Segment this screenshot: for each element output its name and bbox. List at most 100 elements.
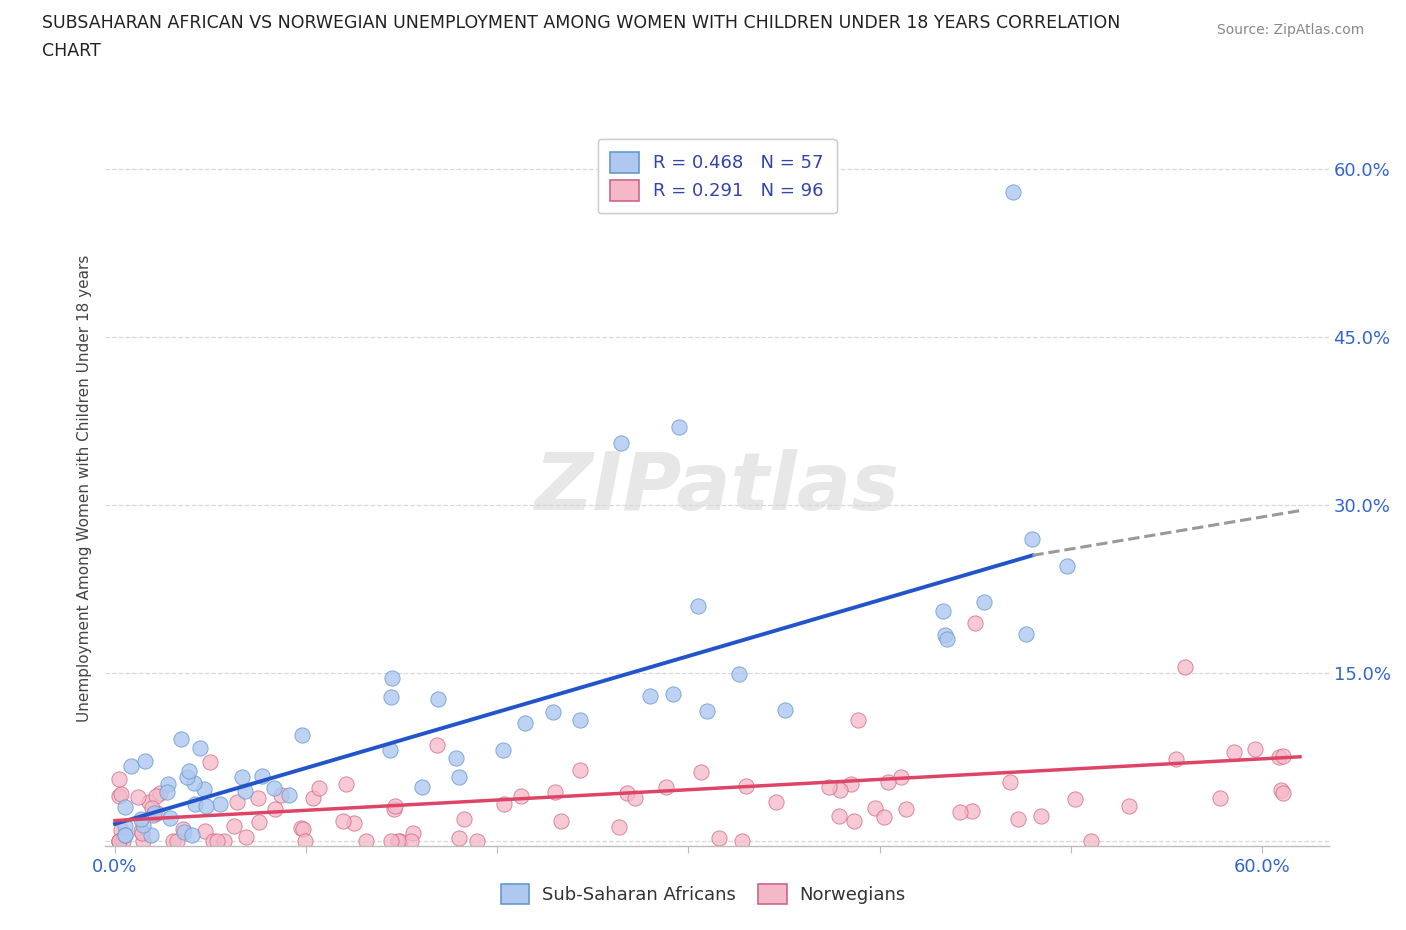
- Point: [143, 805, 166, 820]
- Text: Source: ZipAtlas.com: Source: ZipAtlas.com: [1216, 23, 1364, 37]
- Point: [291, 822, 314, 837]
- Point: [128, 790, 150, 804]
- Point: [162, 833, 184, 848]
- Point: [934, 628, 956, 643]
- Point: [226, 794, 249, 809]
- Point: [222, 818, 245, 833]
- Point: [709, 830, 731, 845]
- Point: [212, 833, 235, 848]
- Point: [173, 825, 195, 840]
- Point: [110, 787, 132, 802]
- Point: [156, 785, 179, 800]
- Point: [894, 802, 917, 817]
- Point: [1268, 750, 1291, 764]
- Point: [110, 823, 132, 838]
- Point: [335, 777, 357, 791]
- Point: [1015, 627, 1038, 642]
- Point: [134, 753, 156, 768]
- Point: [388, 833, 411, 848]
- Point: [839, 777, 862, 791]
- Point: [998, 775, 1021, 790]
- Legend: R = 0.468   N = 57, R = 0.291   N = 96: R = 0.468 N = 57, R = 0.291 N = 96: [598, 140, 837, 214]
- Point: [181, 828, 204, 843]
- Point: [616, 785, 638, 800]
- Point: [114, 828, 136, 843]
- Point: [108, 833, 131, 848]
- Point: [427, 692, 450, 707]
- Y-axis label: Unemployment Among Women with Children Under 18 years: Unemployment Among Women with Children U…: [77, 255, 93, 722]
- Point: [132, 833, 155, 848]
- Point: [247, 815, 270, 830]
- Point: [695, 703, 717, 718]
- Point: [426, 737, 449, 752]
- Text: ZIPatlas: ZIPatlas: [534, 449, 900, 527]
- Point: [188, 740, 211, 755]
- Text: SUBSAHARAN AFRICAN VS NORWEGIAN UNEMPLOYMENT AMONG WOMEN WITH CHILDREN UNDER 18 : SUBSAHARAN AFRICAN VS NORWEGIAN UNEMPLOY…: [42, 14, 1121, 32]
- Point: [231, 770, 253, 785]
- Point: [301, 790, 323, 805]
- Point: [568, 712, 591, 727]
- Point: [294, 833, 316, 848]
- Point: [444, 751, 467, 765]
- Point: [1056, 559, 1078, 574]
- Point: [1021, 531, 1043, 546]
- Point: [252, 768, 274, 783]
- Point: [111, 833, 134, 848]
- Point: [846, 712, 869, 727]
- Point: [1031, 808, 1053, 823]
- Point: [655, 779, 678, 794]
- Point: [387, 833, 409, 848]
- Point: [356, 833, 378, 848]
- Point: [607, 819, 630, 834]
- Point: [399, 833, 422, 848]
- Point: [205, 833, 228, 848]
- Point: [962, 804, 984, 818]
- Point: [176, 769, 198, 784]
- Point: [1271, 749, 1294, 764]
- Text: CHART: CHART: [42, 42, 101, 60]
- Point: [120, 759, 142, 774]
- Point: [1002, 184, 1025, 199]
- Point: [1270, 783, 1292, 798]
- Point: [465, 833, 488, 848]
- Point: [108, 771, 131, 786]
- Point: [290, 820, 312, 835]
- Point: [638, 688, 661, 703]
- Point: [114, 819, 136, 834]
- Point: [1209, 790, 1232, 805]
- Point: [209, 796, 232, 811]
- Point: [246, 790, 269, 805]
- Point: [159, 810, 181, 825]
- Point: [931, 604, 953, 618]
- Point: [235, 830, 257, 844]
- Point: [1166, 751, 1188, 766]
- Point: [129, 811, 152, 826]
- Point: [1244, 742, 1267, 757]
- Point: [264, 802, 287, 817]
- Point: [731, 833, 754, 848]
- Point: [131, 817, 153, 832]
- Point: [270, 787, 292, 802]
- Point: [690, 764, 713, 779]
- Point: [108, 833, 131, 848]
- Point: [138, 794, 160, 809]
- Point: [818, 779, 841, 794]
- Point: [235, 784, 257, 799]
- Point: [728, 667, 751, 682]
- Point: [948, 804, 970, 819]
- Point: [965, 615, 987, 630]
- Point: [146, 805, 169, 820]
- Point: [936, 631, 959, 646]
- Point: [568, 763, 591, 777]
- Point: [550, 814, 572, 829]
- Point: [863, 800, 886, 815]
- Point: [277, 788, 299, 803]
- Point: [447, 830, 470, 845]
- Point: [492, 742, 515, 757]
- Point: [1223, 745, 1246, 760]
- Point: [380, 689, 402, 704]
- Point: [1007, 811, 1029, 826]
- Point: [447, 770, 470, 785]
- Point: [129, 824, 152, 839]
- Point: [114, 828, 136, 843]
